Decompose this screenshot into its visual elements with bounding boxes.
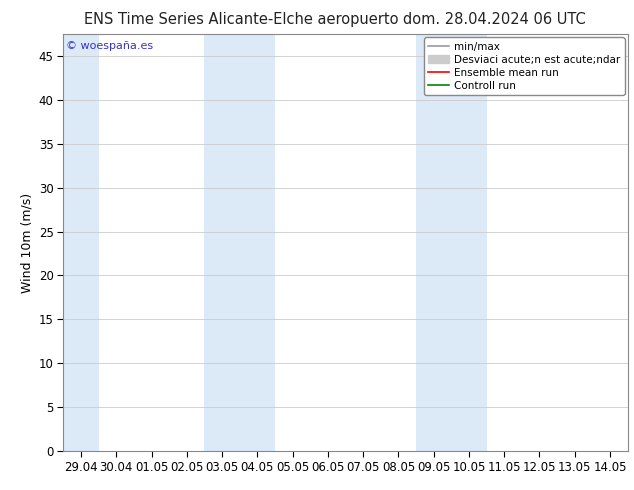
Y-axis label: Wind 10m (m/s): Wind 10m (m/s) [20, 193, 33, 293]
Bar [63, 34, 99, 451]
Legend: min/max, Desviaci acute;n est acute;ndar, Ensemble mean run, Controll run: min/max, Desviaci acute;n est acute;ndar… [424, 37, 624, 95]
Text: dom. 28.04.2024 06 UTC: dom. 28.04.2024 06 UTC [403, 12, 586, 27]
Bar [416, 34, 487, 451]
Bar [204, 34, 275, 451]
Text: ENS Time Series Alicante-Elche aeropuerto: ENS Time Series Alicante-Elche aeropuert… [84, 12, 398, 27]
Text: © woespaña.es: © woespaña.es [66, 41, 153, 50]
